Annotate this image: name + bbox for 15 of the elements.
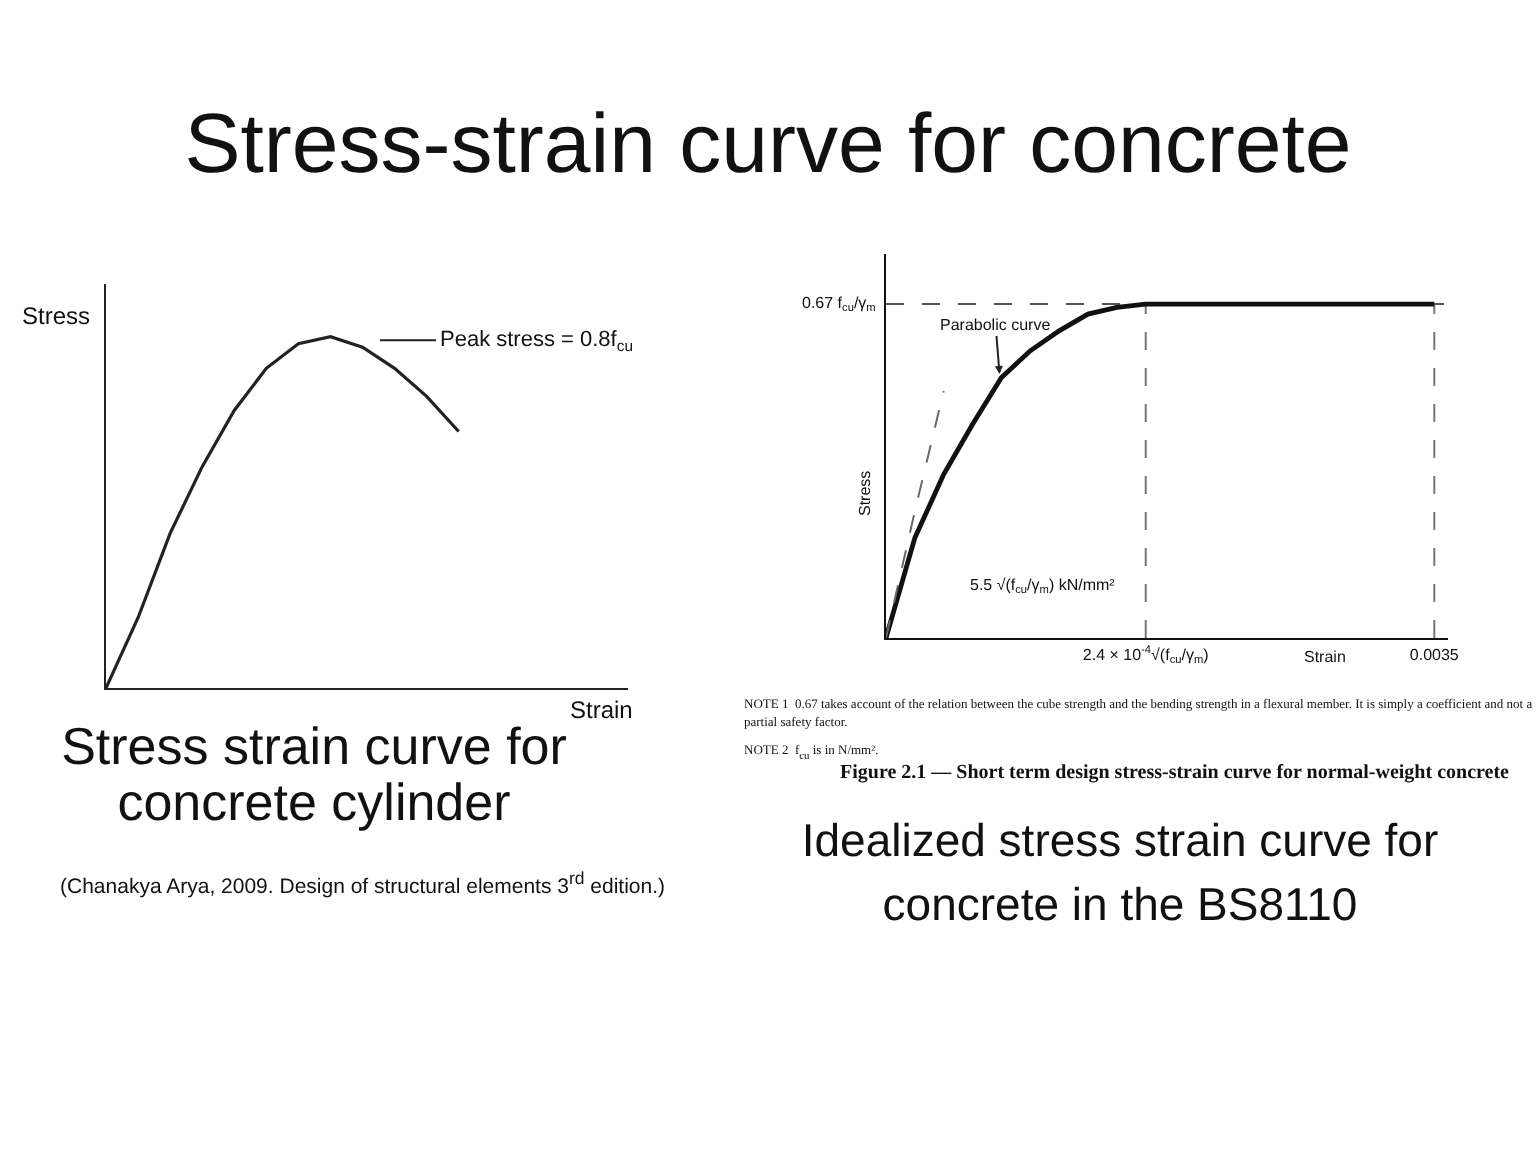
text: Stress strain curve for concrete cylinder [61,716,567,832]
text: Stress-strain curve for concrete [182,94,1354,194]
x-tick-label: 2.4 × 10$^{-4}$√(f$_{cu}$/γ$_{m}$) [1082,644,1210,667]
x-axis-title: Strain [1304,648,1346,666]
caption: Figure 2.1 — Short term design stress-strain curve for normal-weight concrete [840,762,1511,786]
annotation: Peak stress = 0.8f$_{cu}$ [440,328,633,355]
x-tick-label: 0.0035 [1409,645,1460,664]
text: Idealized stress strain curve for concrete in the BS8110 [799,812,1441,934]
y-axis-title: Stress [856,470,874,516]
text: (Chanakya Arya, 2009. Design of structural elements 3$^{rd}$ edition.) [60,866,668,901]
x-axis-title: Strain [570,696,633,724]
ref-line-label: 0.67 f$_{cu}$/γ$_{m}$ [802,294,877,316]
annotation: 5.5 √(f$_{cu}$/γ$_{m}$) kN/mm² [970,576,1116,598]
annotation: Parabolic curve [940,316,1052,334]
y-axis-title: Stress [22,302,91,330]
